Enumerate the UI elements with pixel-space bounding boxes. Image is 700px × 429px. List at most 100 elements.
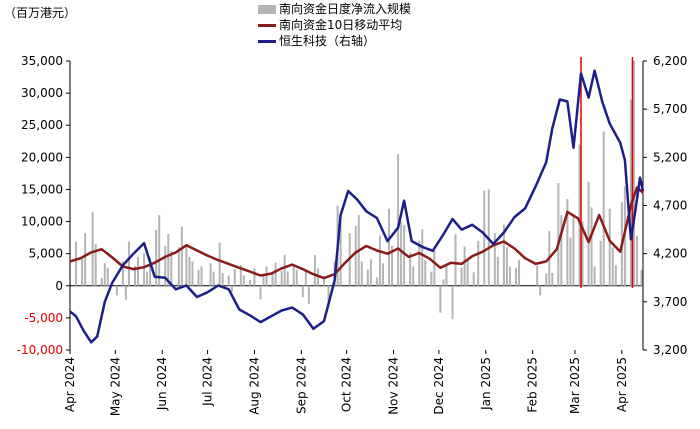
daily-flow-bar xyxy=(146,271,149,286)
x-tick-label: Nov 2024 xyxy=(387,357,401,415)
daily-flow-bar xyxy=(360,261,363,286)
right-tick-label: 3,700 xyxy=(653,295,687,309)
x-tick-label: Feb 2025 xyxy=(526,357,540,413)
daily-flow-bar xyxy=(378,235,381,286)
right-tick-label: 4,700 xyxy=(653,199,687,213)
x-tick-label: Jul 2024 xyxy=(201,357,215,407)
daily-flow-bar xyxy=(227,275,230,286)
daily-flow-bar xyxy=(508,266,511,286)
left-tick-label: 10,000 xyxy=(21,215,63,229)
daily-flow-bar xyxy=(635,235,638,286)
daily-flow-bar xyxy=(472,272,475,286)
left-tick-label: 20,000 xyxy=(21,150,63,164)
daily-flow-bar xyxy=(403,224,406,286)
legend-item-daily-flow: 南向资金日度净流入规模 xyxy=(258,1,411,17)
daily-flow-bar xyxy=(283,254,286,286)
daily-flow-bar xyxy=(590,207,593,286)
daily-flow-bar xyxy=(121,261,124,286)
daily-flow-bar xyxy=(124,285,127,300)
daily-flow-bar xyxy=(209,263,212,286)
daily-flow-bar xyxy=(170,251,173,286)
daily-flow-bar xyxy=(551,272,554,286)
daily-flow-bar xyxy=(593,266,596,286)
daily-flow-bar xyxy=(483,190,486,286)
daily-flow-bar xyxy=(185,244,188,286)
right-tick-label: 5,700 xyxy=(653,102,687,116)
daily-flow-bar xyxy=(295,269,298,286)
daily-flow-bar xyxy=(271,272,274,286)
left-tick-label: 0 xyxy=(55,279,63,293)
legend-swatch-hstech xyxy=(258,39,276,43)
daily-flow-bar xyxy=(572,216,575,286)
x-tick-label: May 2024 xyxy=(108,357,122,416)
daily-flow-bar xyxy=(493,233,496,286)
daily-flow-bar xyxy=(477,240,480,286)
daily-flow-bar xyxy=(230,285,233,293)
daily-flow-bar xyxy=(463,246,466,286)
daily-flow-bar xyxy=(242,275,245,286)
daily-flow-bar xyxy=(424,260,427,286)
daily-flow-bar xyxy=(274,262,277,286)
daily-flow-bar xyxy=(608,208,611,286)
daily-flow-bar xyxy=(280,271,283,286)
daily-flow-bar xyxy=(286,271,289,286)
daily-flow-bar xyxy=(496,256,499,286)
daily-flow-bar xyxy=(304,269,307,286)
daily-flow-bar xyxy=(460,267,463,286)
daily-flow-bar xyxy=(200,266,203,286)
left-axis-unit: （百万港元） xyxy=(4,6,77,20)
daily-flow-bar xyxy=(557,183,560,286)
daily-flow-bar xyxy=(536,265,539,286)
daily-flow-bar xyxy=(212,271,215,286)
daily-flow-bar xyxy=(221,272,224,286)
daily-flow-bar xyxy=(75,241,78,286)
daily-flow-bar xyxy=(505,247,508,286)
hstech-line xyxy=(69,69,645,344)
left-tick-label: 30,000 xyxy=(21,86,63,100)
daily-flow-bar xyxy=(454,234,457,286)
daily-flow-bar xyxy=(632,61,635,286)
daily-flow-bar xyxy=(134,265,137,286)
daily-flow-bar xyxy=(599,240,602,286)
x-tick-label: Sep 2024 xyxy=(294,357,308,414)
daily-flow-bar xyxy=(451,285,454,320)
daily-flow-bar xyxy=(327,285,330,309)
daily-flow-bar xyxy=(301,285,304,298)
daily-flow-bar xyxy=(421,229,424,286)
daily-flow-bar xyxy=(233,269,236,286)
daily-flow-bar xyxy=(629,99,632,286)
daily-flow-bar xyxy=(307,285,310,304)
daily-flow-bar xyxy=(369,259,372,286)
daily-flow-bar xyxy=(518,260,521,286)
daily-flow-bar xyxy=(502,224,505,286)
x-tick-label: Jan 2025 xyxy=(479,357,493,411)
daily-flow-bar xyxy=(292,265,295,286)
daily-flow-bar xyxy=(143,253,146,286)
daily-flow-bar xyxy=(81,258,84,286)
left-tick-label: 5,000 xyxy=(29,247,63,261)
daily-flow-bar xyxy=(115,285,118,296)
daily-flow-bar xyxy=(381,263,384,286)
daily-flow-bar xyxy=(587,181,590,286)
x-tick-label: Jun 2024 xyxy=(155,357,169,411)
daily-flow-bar xyxy=(100,278,103,286)
left-tick-label: 25,000 xyxy=(21,118,63,132)
daily-flow-bar xyxy=(611,247,614,286)
daily-flow-bar xyxy=(188,256,191,286)
daily-flow-bar xyxy=(322,276,325,286)
daily-flow-bar xyxy=(566,199,569,286)
daily-flow-bar xyxy=(248,279,251,286)
legend-item-hstech: 恒生科技（右轴） xyxy=(258,33,411,49)
daily-flow-bar xyxy=(578,144,581,286)
daily-flow-bar xyxy=(149,257,152,286)
daily-flow-bar xyxy=(313,254,316,286)
right-tick-label: 4,200 xyxy=(653,247,687,261)
x-tick-label: Dec 2024 xyxy=(432,357,446,415)
daily-flow-bar xyxy=(466,258,469,286)
daily-flow-bar xyxy=(197,269,200,286)
daily-flow-bar xyxy=(84,233,87,286)
legend: 南向资金日度净流入规模 南向资金10日移动平均 恒生科技（右轴） xyxy=(258,1,411,49)
x-tick-label: Apr 2025 xyxy=(615,357,629,412)
daily-flow-bar xyxy=(155,229,158,286)
ma10-line xyxy=(69,186,644,280)
